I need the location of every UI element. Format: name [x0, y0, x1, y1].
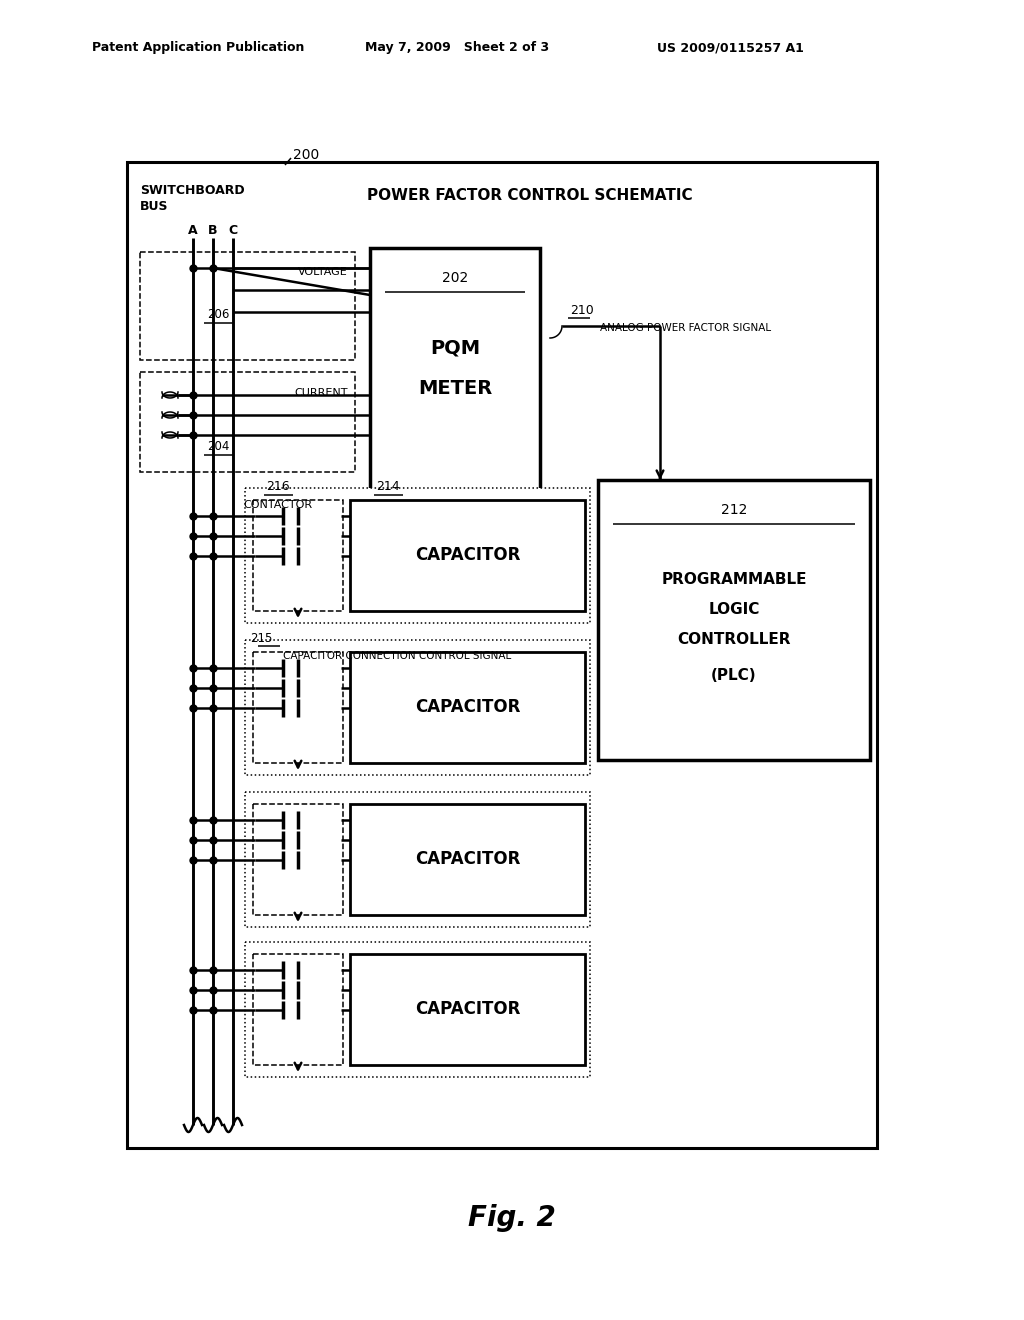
- Bar: [350, 954, 585, 1065]
- Text: CONTROLLER: CONTROLLER: [677, 632, 791, 648]
- Bar: [245, 792, 590, 927]
- Text: POWER FACTOR CONTROL SCHEMATIC: POWER FACTOR CONTROL SCHEMATIC: [368, 187, 693, 202]
- Text: 202: 202: [442, 271, 468, 285]
- Bar: [598, 480, 870, 760]
- Text: 204: 204: [207, 441, 229, 454]
- Text: US 2009/0115257 A1: US 2009/0115257 A1: [657, 41, 804, 54]
- Text: CAPACITOR: CAPACITOR: [415, 850, 520, 869]
- Text: CAPACITOR: CAPACITOR: [415, 1001, 520, 1019]
- Text: CURRENT: CURRENT: [295, 388, 348, 399]
- Text: LOGIC: LOGIC: [709, 602, 760, 618]
- Text: SWITCHBOARD: SWITCHBOARD: [140, 183, 245, 197]
- Bar: [350, 652, 585, 763]
- Bar: [350, 804, 585, 915]
- Text: ANALOG POWER FACTOR SIGNAL: ANALOG POWER FACTOR SIGNAL: [600, 323, 771, 333]
- Bar: [253, 954, 343, 1065]
- Bar: [140, 372, 355, 473]
- Text: CONTACTOR: CONTACTOR: [244, 500, 312, 510]
- Text: Fig. 2: Fig. 2: [468, 1204, 556, 1232]
- Bar: [127, 162, 877, 1148]
- Text: PROGRAMMABLE: PROGRAMMABLE: [662, 573, 807, 587]
- Text: 216: 216: [266, 479, 290, 492]
- Bar: [350, 500, 585, 611]
- Text: 212: 212: [721, 503, 748, 517]
- Text: 200: 200: [293, 148, 319, 162]
- Bar: [370, 248, 540, 490]
- Text: A: A: [188, 223, 198, 236]
- Text: VOLTAGE: VOLTAGE: [298, 267, 348, 277]
- Bar: [253, 652, 343, 763]
- Text: CAPACITOR CONNECTION CONTROL SIGNAL: CAPACITOR CONNECTION CONTROL SIGNAL: [283, 651, 511, 661]
- Text: 206: 206: [207, 309, 229, 322]
- Bar: [245, 640, 590, 775]
- Text: 215: 215: [250, 631, 272, 644]
- Text: CAPACITOR: CAPACITOR: [415, 698, 520, 717]
- Text: BUS: BUS: [140, 201, 169, 214]
- Bar: [253, 804, 343, 915]
- Text: PQM: PQM: [430, 338, 480, 358]
- Text: C: C: [228, 223, 238, 236]
- Text: CAPACITOR: CAPACITOR: [415, 546, 520, 565]
- Text: May 7, 2009   Sheet 2 of 3: May 7, 2009 Sheet 2 of 3: [365, 41, 549, 54]
- Text: 214: 214: [376, 479, 399, 492]
- Bar: [140, 252, 355, 360]
- Text: Patent Application Publication: Patent Application Publication: [92, 41, 304, 54]
- Text: METER: METER: [418, 379, 493, 397]
- Bar: [245, 488, 590, 623]
- Text: (PLC): (PLC): [712, 668, 757, 682]
- Text: 210: 210: [570, 304, 594, 317]
- Bar: [253, 500, 343, 611]
- Text: B: B: [208, 223, 218, 236]
- Bar: [245, 942, 590, 1077]
